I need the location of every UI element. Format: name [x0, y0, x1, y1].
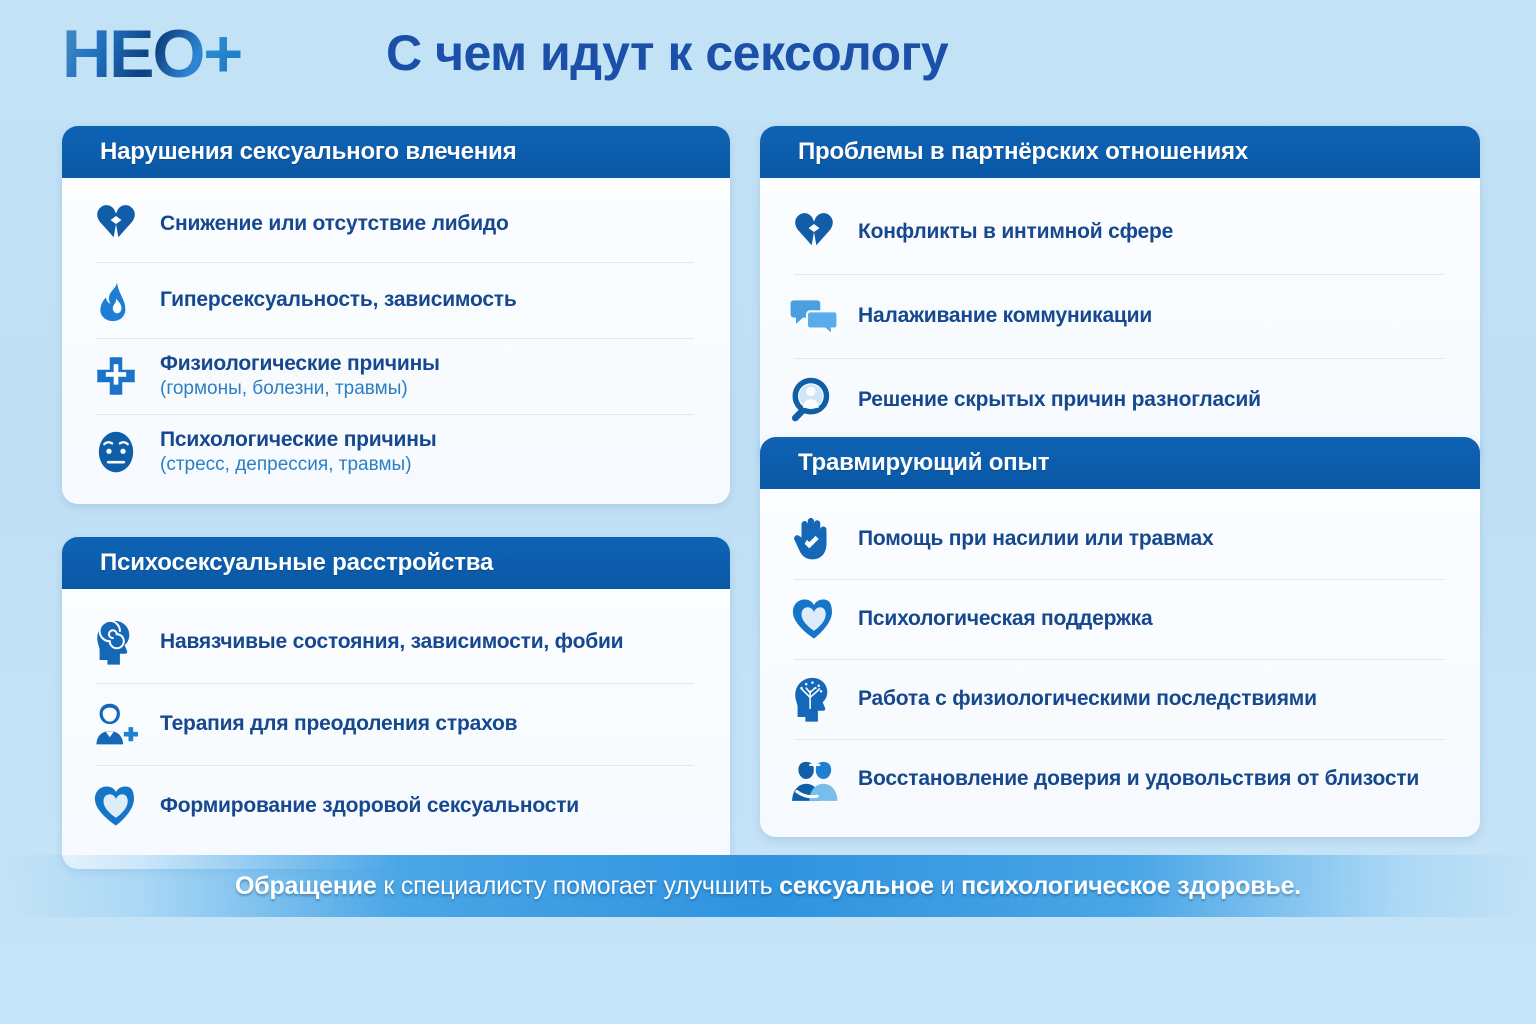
list-item-label: Конфликты в интимной сфере [858, 220, 1174, 243]
broken-heart-icon [786, 204, 842, 260]
list-item[interactable]: Психологическая поддержка [786, 579, 1454, 659]
card-body: Помощь при насилии или травмах Психологич… [760, 489, 1480, 837]
page-title: С чем идут к сексологу [386, 25, 949, 81]
footer-bold-1: Обращение [234, 871, 377, 900]
card-header: Травмирующий опыт [760, 437, 1480, 489]
list-item-text: Снижение или отсутствие либидо [160, 211, 509, 237]
list-item[interactable]: Формирование здоровой сексуальности [88, 765, 704, 847]
list-item[interactable]: Снижение или отсутствие либидо [88, 186, 704, 262]
heart-icon [88, 778, 144, 834]
list-item[interactable]: Физиологические причины (гормоны, болезни… [88, 338, 704, 414]
list-item-label: Психологические причины [160, 428, 437, 451]
card-title: Травмирующий опыт [798, 449, 1050, 476]
flame-icon [88, 272, 144, 328]
list-item-label: Налаживание коммуникации [858, 304, 1153, 327]
head-spiral-icon [88, 614, 144, 670]
card-header: Нарушения сексуального влечения [62, 126, 730, 178]
list-item[interactable]: Гиперсексуальность, зависимость [88, 262, 704, 338]
list-item[interactable]: Решение скрытых причин разногласий [786, 358, 1454, 442]
list-item-text: Формирование здоровой сексуальности [160, 793, 579, 819]
list-item-text: Психологическая поддержка [858, 606, 1153, 632]
sad-face-icon [88, 424, 144, 480]
footer-bold-2: сексуальное [779, 871, 934, 900]
footer-plain-2: и [933, 871, 962, 900]
magnifier-person-icon [786, 372, 842, 428]
list-item-text: Решение скрытых причин разногласий [858, 387, 1261, 413]
card-title: Психосексуальные расстройства [100, 549, 494, 576]
card-title: Нарушения сексуального влечения [100, 138, 517, 165]
list-item[interactable]: Работа с физиологическими последствиями [786, 659, 1454, 739]
list-item[interactable]: Налаживание коммуникации [786, 274, 1454, 358]
list-item[interactable]: Терапия для преодоления страхов [88, 683, 704, 765]
list-item[interactable]: Навязчивые состояния, зависимости, фобии [88, 601, 704, 683]
head-tree-icon [786, 671, 842, 727]
card-body: Конфликты в интимной сфере Налаживание ко… [760, 178, 1480, 462]
broken-heart-icon [88, 196, 144, 252]
list-item[interactable]: Психологические причины (стресс, депресси… [88, 414, 704, 490]
list-item-text: Психологические причины (стресс, депресси… [160, 427, 437, 477]
list-item-label: Навязчивые состояния, зависимости, фобии [160, 630, 624, 653]
card-header: Психосексуальные расстройства [62, 537, 730, 589]
list-item-label: Помощь при насилии или травмах [858, 527, 1214, 550]
brand-logo: НЕО+ [62, 16, 243, 92]
list-item-text: Навязчивые состояния, зависимости, фобии [160, 629, 624, 655]
list-item[interactable]: Помощь при насилии или травмах [786, 499, 1454, 579]
list-item-label: Физиологические причины [160, 352, 440, 375]
footer-bold-3: психологическое здоровье. [961, 871, 1302, 900]
list-item-text: Налаживание коммуникации [858, 303, 1152, 329]
card-body: Навязчивые состояния, зависимости, фобии… [62, 589, 730, 869]
list-item-text: Восстановление доверия и удовольствия от… [858, 766, 1419, 792]
list-item-text: Работа с физиологическими последствиями [858, 686, 1317, 712]
list-item-label: Психологическая поддержка [858, 607, 1153, 630]
list-item-text: Конфликты в интимной сфере [858, 219, 1173, 245]
list-item-text: Терапия для преодоления страхов [160, 711, 518, 737]
card-traumatic-experience: Травмирующий опыт Помощь при насилии или … [760, 437, 1480, 837]
list-item-label: Формирование здоровой сексуальности [160, 794, 579, 817]
footer-plain-1: к специалисту помогает улучшить [376, 871, 780, 900]
card-body: Снижение или отсутствие либидо Гиперсексу… [62, 178, 730, 504]
footer-text: Обращение к специалисту помогает улучшит… [235, 872, 1301, 901]
list-item-text: Физиологические причины (гормоны, болезни… [160, 351, 440, 401]
medical-cross-icon [88, 348, 144, 404]
list-item[interactable]: Конфликты в интимной сфере [786, 190, 1454, 274]
list-item-label: Терапия для преодоления страхов [160, 712, 518, 735]
list-item-label: Восстановление доверия и удовольствия от… [858, 767, 1420, 790]
list-item-text: Помощь при насилии или травмах [858, 526, 1214, 552]
person-plus-icon [88, 696, 144, 752]
list-item-label: Снижение или отсутствие либидо [160, 212, 509, 235]
heart-icon [786, 591, 842, 647]
hand-check-icon [786, 511, 842, 567]
list-item-sublabel: (гормоны, болезни, травмы) [160, 378, 408, 399]
logo-plus-icon: + [203, 16, 243, 92]
list-item-sublabel: (стресс, депрессия, травмы) [160, 454, 412, 475]
list-item-label: Решение скрытых причин разногласий [858, 388, 1261, 411]
card-header: Проблемы в партнёрских отношениях [760, 126, 1480, 178]
card-title: Проблемы в партнёрских отношениях [798, 138, 1248, 165]
list-item[interactable]: Восстановление доверия и удовольствия от… [786, 739, 1454, 819]
couple-embrace-icon [786, 751, 842, 807]
list-item-label: Гиперсексуальность, зависимость [160, 288, 517, 311]
logo-text: НЕО [62, 16, 204, 92]
card-sexual-drive-disorders: Нарушения сексуального влечения Снижение … [62, 126, 730, 504]
page-header: НЕО+ С чем идут к сексологу [0, 0, 1536, 110]
footer-banner: Обращение к специалисту помогает улучшит… [0, 855, 1536, 917]
card-partner-relationships: Проблемы в партнёрских отношениях Конфлик… [760, 126, 1480, 462]
speech-bubbles-icon [786, 288, 842, 344]
card-psychosexual-disorders: Психосексуальные расстройства Навязчивые … [62, 537, 730, 869]
list-item-label: Работа с физиологическими последствиями [858, 687, 1317, 710]
list-item-text: Гиперсексуальность, зависимость [160, 287, 517, 313]
